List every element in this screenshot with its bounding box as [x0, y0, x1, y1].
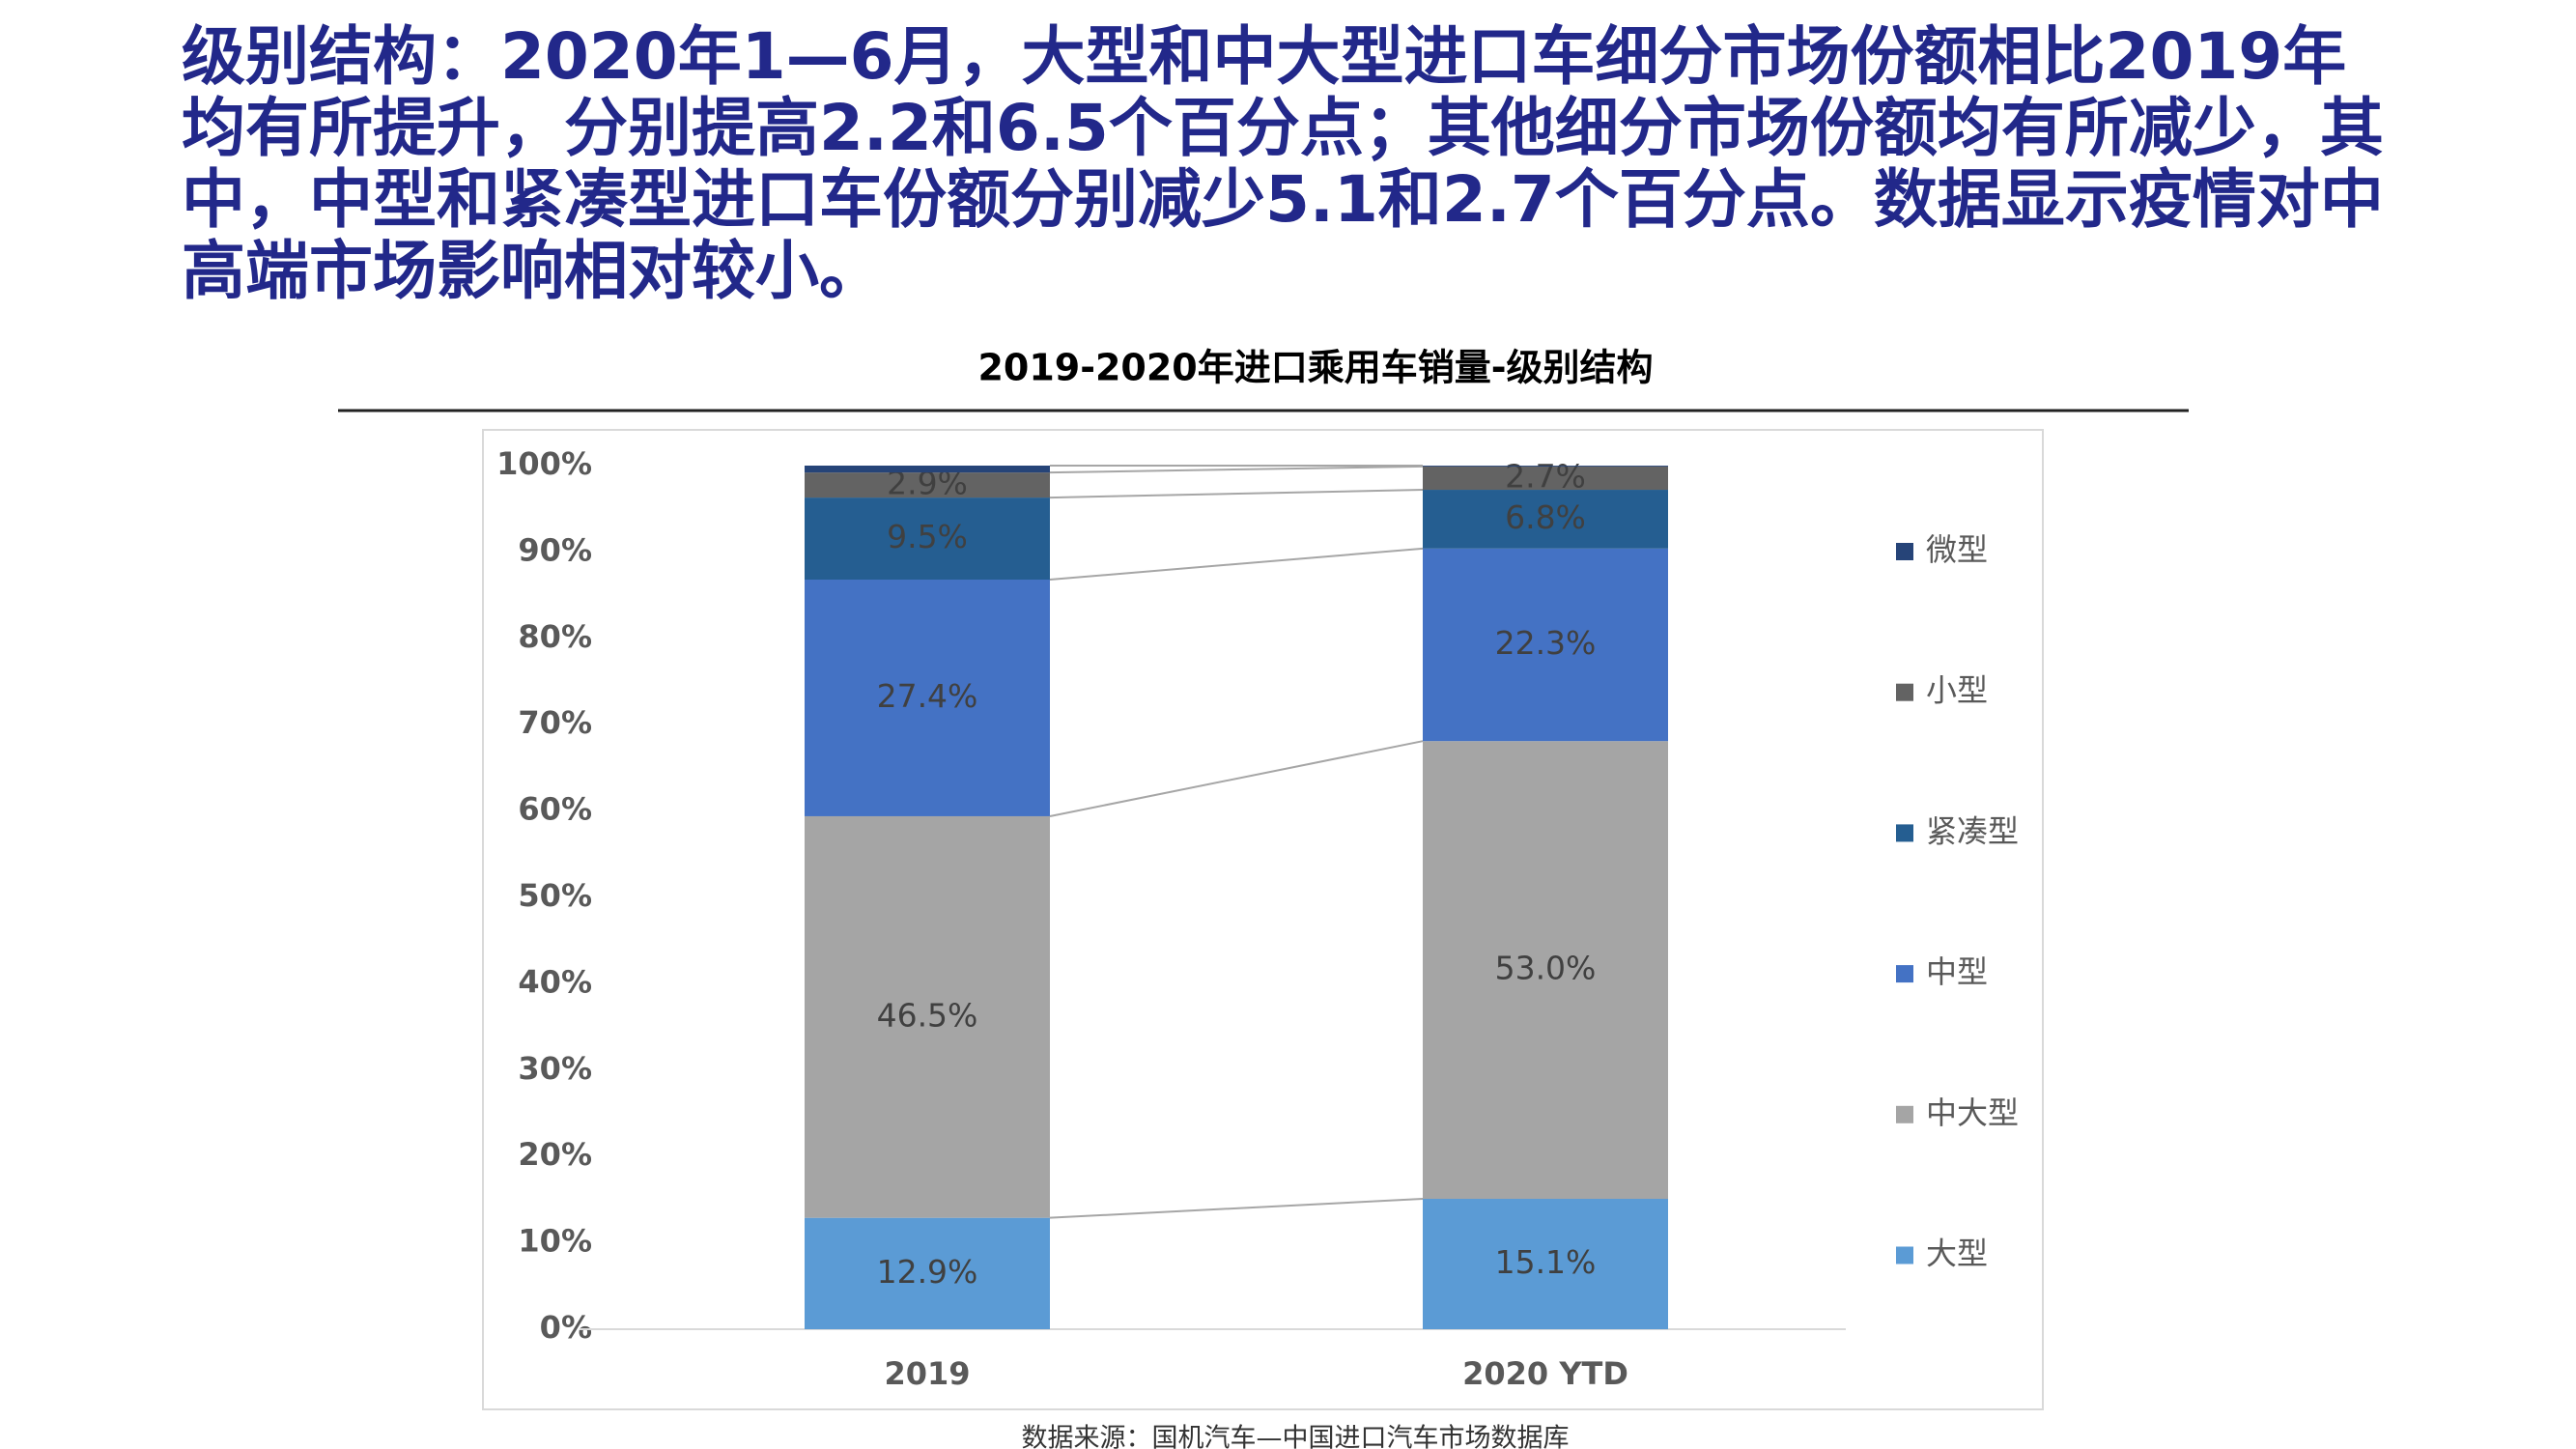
data-label: 2.7%	[1505, 457, 1586, 495]
bar-segment	[1423, 466, 1668, 491]
legend-label: 微型	[1926, 531, 1988, 568]
y-tick-label: 100%	[496, 445, 592, 482]
legend-swatch	[1896, 824, 1913, 842]
data-label: 46.5%	[877, 996, 978, 1034]
data-label: 9.5%	[887, 518, 968, 555]
legend-swatch	[1896, 543, 1913, 560]
chart-title: 2019-2020年进口乘用车销量-级别结构	[977, 347, 1653, 389]
legend-swatch	[1896, 965, 1913, 983]
bar-segment	[1423, 466, 1668, 467]
y-tick-label: 90%	[518, 531, 592, 568]
series-line	[1049, 465, 1424, 474]
legend-swatch	[1896, 1246, 1913, 1264]
data-label: 27.4%	[877, 677, 978, 715]
legend-label: 中型	[1926, 953, 1988, 990]
legend-label: 中大型	[1926, 1094, 2019, 1131]
y-tick-label: 60%	[518, 791, 592, 828]
bar-segment	[805, 497, 1050, 581]
legend-label: 紧凑型	[1926, 812, 2019, 849]
bar-segment	[1423, 1199, 1668, 1329]
legend-swatch	[1896, 683, 1913, 701]
data-label: 6.8%	[1505, 498, 1586, 536]
series-line	[1049, 1198, 1424, 1219]
legend-label: 大型	[1926, 1236, 1988, 1272]
y-tick-label: 0%	[540, 1309, 592, 1346]
bar-segment	[1423, 741, 1668, 1200]
series-line	[1049, 489, 1424, 499]
bar-segment	[1423, 490, 1668, 549]
x-tick-label: 2019	[884, 1355, 970, 1392]
source-note: 数据来源：国机汽车—中国进口汽车市场数据库	[1022, 1424, 1570, 1449]
series-line	[1049, 547, 1424, 582]
y-tick-label: 70%	[518, 704, 592, 741]
data-label: 15.1%	[1495, 1243, 1597, 1281]
y-tick-label: 40%	[518, 963, 592, 1000]
bar-segment	[805, 472, 1050, 498]
y-tick-label: 80%	[518, 618, 592, 655]
data-label: 22.3%	[1495, 624, 1597, 662]
bar-segment	[805, 466, 1050, 473]
y-tick-label: 50%	[518, 877, 592, 914]
legend-label: 小型	[1926, 672, 1988, 709]
bar-segment	[805, 815, 1050, 1218]
y-tick-label: 30%	[518, 1050, 592, 1087]
y-tick-label: 10%	[518, 1223, 592, 1260]
bar-segment	[805, 580, 1050, 816]
series-line	[1049, 740, 1424, 817]
page-title: 级别结构：2020年1—6月，大型和中大型进口车细分市场份额相比2019年均有所…	[182, 19, 2384, 308]
legend-swatch	[1896, 1105, 1913, 1123]
bar-segment	[805, 1217, 1050, 1329]
data-label: 53.0%	[1495, 950, 1597, 987]
y-tick-label: 20%	[518, 1136, 592, 1173]
chart-frame	[482, 429, 2044, 1410]
x-tick-label: 2020 YTD	[1462, 1355, 1628, 1392]
bar-segment	[1423, 548, 1668, 742]
data-label: 12.9%	[877, 1253, 978, 1291]
